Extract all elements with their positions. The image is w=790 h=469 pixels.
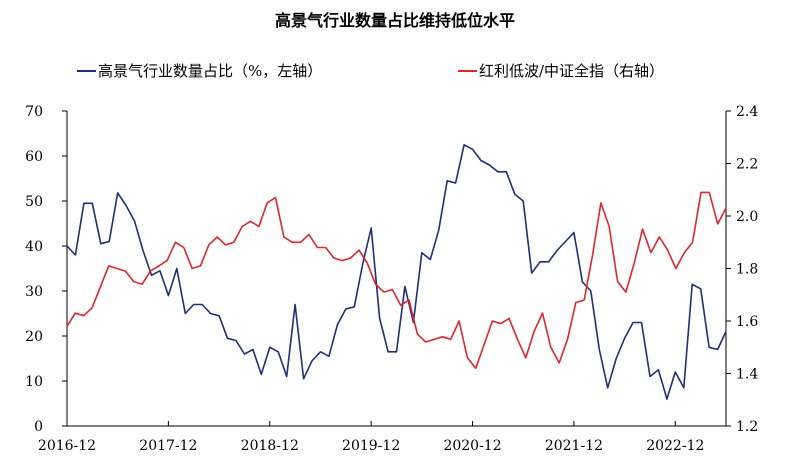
y-left-tick-label: 10 [25,374,43,390]
series-layer [66,144,727,400]
y-left-tick-label: 50 [25,194,43,210]
chart-title: 高景气行业数量占比维持低位水平 [275,11,515,30]
axes: 0 10 20 30 40 50 60 70 1.2 1.4 1.6 1.8 2.0 2.2 2.4 2016… [25,104,758,454]
y-right-tick-label: 1.6 [736,314,758,330]
y-right-tick-label: 2.0 [736,209,758,225]
y-right-tick-label: 2.4 [736,104,758,120]
y-right-tick-label: 1.8 [736,262,758,278]
x-tick-label: 2016-12 [38,438,96,454]
x-tick-label: 2021-12 [545,438,603,454]
x-tick-label: 2018-12 [241,438,299,454]
y-left-tick-label: 60 [25,149,43,165]
y-left-tick-label: 0 [34,419,43,435]
legend: 高景气行业数量占比（%，左轴） 红利低波/中证全指（右轴） [77,62,664,80]
legend-label-series-2: 红利低波/中证全指（右轴） [479,62,664,80]
x-tick-label: 2022-12 [646,438,704,454]
legend-label-series-1: 高景气行业数量占比（%，左轴） [98,62,322,80]
y-right-tick-label: 2.2 [736,157,758,173]
x-tick-label: 2019-12 [342,438,400,454]
series-line-2 [66,191,727,370]
y-left-tick-label: 70 [25,104,43,120]
x-tick-label: 2017-12 [139,438,197,454]
y-right-tick-label: 1.4 [736,367,758,383]
y-right-tick-label: 1.2 [736,419,758,435]
y-left-tick-label: 20 [25,329,43,345]
y-left-tick-label: 30 [25,284,43,300]
series-line-1 [66,144,727,400]
x-tick-label: 2020-12 [443,438,501,454]
y-left-tick-label: 40 [25,239,43,255]
